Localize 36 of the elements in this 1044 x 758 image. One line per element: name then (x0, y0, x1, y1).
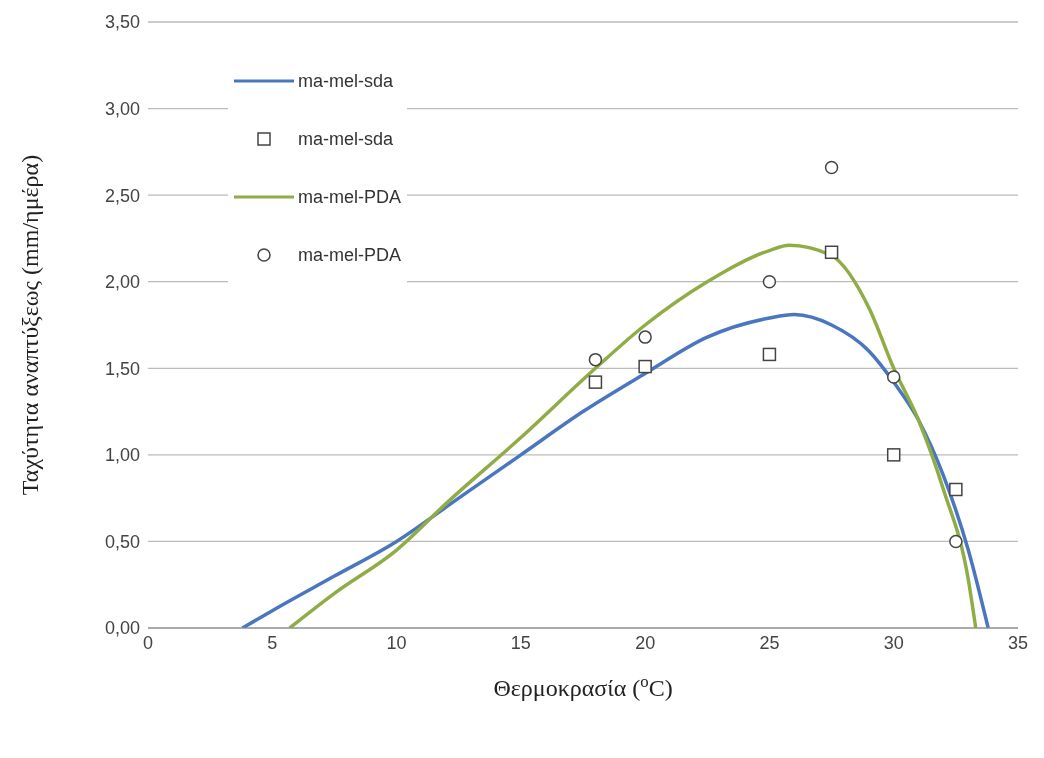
legend-label: ma-mel-PDA (298, 244, 402, 266)
x-tick-label: 0 (142, 632, 154, 653)
y-tick-label: 2,50 (104, 185, 140, 206)
legend-label: ma-mel-sda (298, 70, 394, 92)
legend-label: ma-mel-PDA (298, 186, 402, 208)
point (588, 375, 603, 389)
line-series (287, 243, 978, 628)
point (762, 274, 777, 289)
y-axis-title: Ταχύτητα αναπτύξεως (mm/ημέρα) (17, 154, 43, 496)
x-tick-label: 30 (883, 632, 904, 653)
x-tick-label: 20 (635, 632, 656, 653)
y-tick-label: 0,50 (104, 531, 140, 552)
x-tick-label: 35 (1007, 632, 1029, 653)
x-axis-title: Θερμοκρασία ($^{o}$C) (493, 671, 673, 701)
point (886, 370, 901, 384)
y-tick-label: 1,50 (104, 358, 140, 379)
point (588, 352, 603, 367)
line-series (240, 312, 990, 628)
point (638, 359, 652, 374)
x-tick-label: 15 (510, 632, 531, 653)
y-tick-label: 3,50 (104, 12, 140, 33)
point (886, 448, 901, 462)
point (638, 330, 652, 344)
point (824, 160, 839, 175)
x-tick-label: 5 (267, 632, 278, 653)
y-tick-label: 0,00 (104, 618, 140, 639)
y-tick-label: 3,00 (104, 98, 140, 119)
point (762, 347, 777, 362)
point (824, 245, 839, 260)
y-tick-label: 2,00 (104, 272, 140, 293)
point (949, 534, 963, 549)
x-tick-label: 25 (759, 632, 780, 653)
legend-label: ma-mel-sda (298, 128, 394, 150)
y-tick-label: 1,00 (104, 445, 140, 466)
point (949, 482, 963, 497)
x-tick-label: 10 (386, 632, 407, 653)
